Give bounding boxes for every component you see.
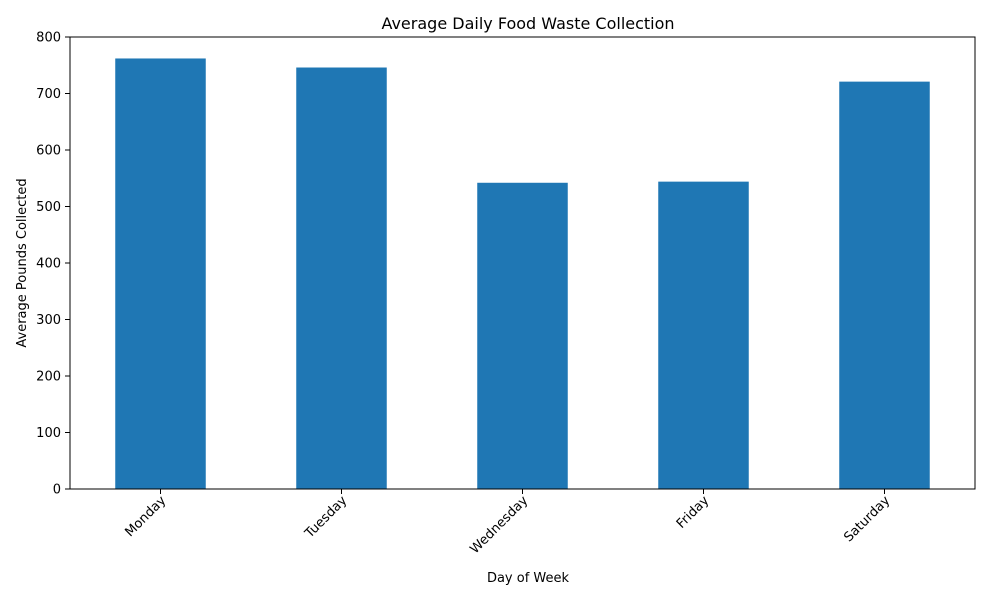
bar-saturday — [839, 81, 930, 489]
y-tick-label: 200 — [36, 370, 61, 385]
plot-frame — [69, 36, 976, 490]
y-tick-label: 500 — [36, 200, 61, 215]
x-tick-label: Saturday — [841, 493, 893, 545]
x-axis-ticks: Monday Tuesday Wednesday Friday Saturday — [122, 489, 894, 557]
y-tick-label: 300 — [36, 313, 61, 328]
x-tick-label: Friday — [674, 493, 713, 532]
y-tick-label: 0 — [53, 483, 61, 498]
chart-title: Average Daily Food Waste Collection — [381, 14, 674, 33]
bar-friday — [658, 181, 749, 489]
x-axis-label: Day of Week — [487, 571, 570, 586]
bar-tuesday — [296, 67, 387, 489]
y-tick-label: 800 — [36, 31, 61, 46]
bar-monday — [115, 58, 206, 489]
x-tick-label: Monday — [122, 493, 169, 540]
y-axis-ticks: 0 100 200 300 400 500 600 700 800 — [36, 31, 70, 498]
x-tick-label: Tuesday — [302, 493, 351, 542]
y-axis-label: Average Pounds Collected — [15, 178, 30, 347]
y-tick-label: 600 — [36, 144, 61, 159]
bar-wednesday — [477, 182, 568, 489]
x-tick-label: Wednesday — [468, 493, 532, 557]
y-tick-label: 400 — [36, 257, 61, 272]
y-tick-label: 700 — [36, 87, 61, 102]
bars-group — [115, 58, 930, 489]
y-tick-label: 100 — [36, 426, 61, 441]
